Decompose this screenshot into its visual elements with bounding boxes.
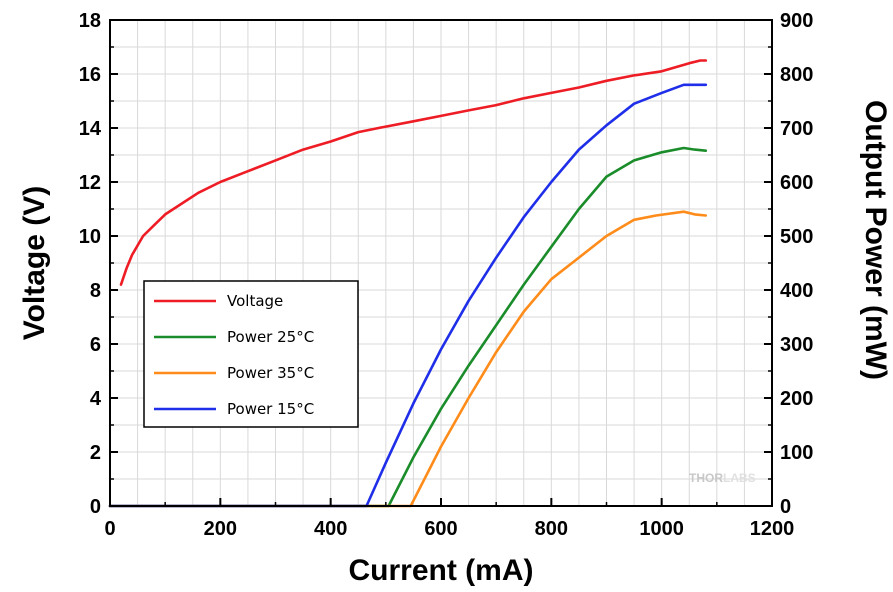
y-tick-label-right: 400 [780,280,813,302]
y-tick-label-left: 2 [90,442,101,464]
y-tick-label-left: 18 [79,10,101,32]
legend-label-power-35-c: Power 35°C [227,364,314,382]
ticks: 0 200 400 600 800 1000 12000246810121416180100… [79,10,814,540]
y-tick-label-right: 500 [780,226,813,248]
y-tick-label-right: 200 [780,388,813,410]
watermark-thor: THOR [689,471,723,485]
y-axis-title-left: Voltage (V) [18,186,51,340]
y-tick-label-right: 800 [780,64,813,86]
y-tick-label-right: 0 [780,496,791,518]
x-tick-label: 200 [204,518,237,540]
series-lines [108,59,708,508]
y-tick-label-left: 8 [90,280,101,302]
series-line-power-15-c [108,83,708,508]
legend-items: Voltage Power 25°C Power 35°C Power 15°C [154,292,314,418]
x-tick-label: 800 [535,518,568,540]
series-line-power-35-c [108,210,708,508]
x-tick-label: 0 [104,518,115,540]
y-tick-label-left: 0 [90,496,101,518]
y-tick-label-left: 16 [79,64,101,86]
series-line-power-25-c [108,146,708,508]
x-tick-label: 1200 [750,518,795,540]
x-tick-label: 1000 [639,518,684,540]
legend-label-power-15-c: Power 15°C [227,400,314,418]
y-tick-label-right: 600 [780,172,813,194]
y-tick-label-left: 4 [90,388,102,410]
y-tick-label-right: 300 [780,334,813,356]
y-tick-label-left: 12 [79,172,101,194]
legend-box [143,280,359,428]
y-tick-label-right: 100 [780,442,813,464]
y-tick-label-right: 700 [780,118,813,140]
y-tick-label-left: 6 [90,334,101,356]
legend-label-voltage: Voltage [227,292,283,310]
grid [110,20,772,506]
y-axis-title-right: Output Power (mW) [859,100,892,380]
legend-label-power-25-c: Power 25°C [227,328,314,346]
watermark: THOR LABS [689,471,756,485]
series-line-voltage [119,59,708,286]
y-tick-label-left: 10 [79,226,101,248]
y-tick-label-right: 900 [780,10,813,32]
x-axis-title: Current (mA) [349,554,534,587]
y-tick-label-left: 14 [79,118,102,140]
watermark-labs: LABS [723,471,756,485]
legend: Voltage Power 25°C Power 35°C Power 15°C [143,280,359,428]
x-tick-label: 400 [314,518,347,540]
x-tick-label: 600 [424,518,457,540]
